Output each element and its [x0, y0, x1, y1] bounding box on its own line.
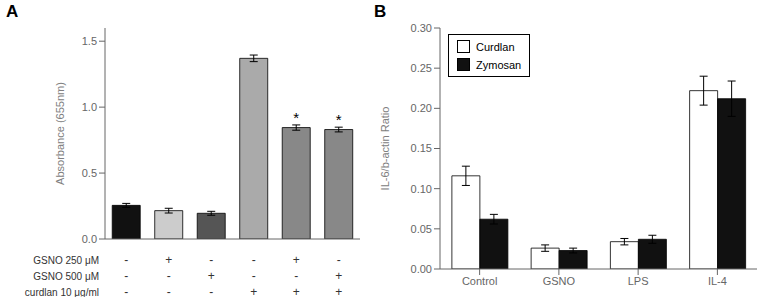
svg-text:+: + — [250, 285, 257, 297]
svg-text:GSNO 500 μM: GSNO 500 μM — [33, 271, 99, 282]
svg-text:+: + — [293, 253, 300, 267]
svg-text:0.15: 0.15 — [411, 142, 432, 154]
svg-text:+: + — [335, 269, 342, 283]
svg-text:+: + — [293, 285, 300, 297]
html-text:B: B — [374, 2, 387, 21]
svg-text:+: + — [165, 253, 172, 267]
svg-text:0.05: 0.05 — [411, 223, 432, 235]
svg-text:-: - — [167, 269, 171, 283]
svg-text:1.5: 1.5 — [82, 35, 97, 47]
html-text:Zymosan: Zymosan — [476, 58, 522, 71]
svg-text:0.5: 0.5 — [82, 167, 97, 179]
svg-text:0.00: 0.00 — [411, 263, 432, 275]
svg-text:-: - — [124, 269, 128, 283]
svg-text:-: - — [294, 269, 298, 283]
svg-text:LPS: LPS — [628, 275, 649, 287]
svg-text:GSNO: GSNO — [543, 275, 576, 287]
svg-text:0.10: 0.10 — [411, 183, 432, 195]
svg-text:IL-4: IL-4 — [708, 275, 727, 287]
svg-text:Absorbance (655nm): Absorbance (655nm) — [54, 82, 66, 185]
svg-text:curdlan 10 μg/ml: curdlan 10 μg/ml — [25, 287, 99, 297]
svg-text:0.20: 0.20 — [411, 102, 432, 114]
svg-text:0.0: 0.0 — [82, 233, 97, 245]
svg-text:-: - — [337, 253, 341, 267]
svg-text:-: - — [252, 269, 256, 283]
svg-text:0.25: 0.25 — [411, 62, 432, 74]
svg-text:-: - — [209, 285, 213, 297]
html-text:Curdlan: Curdlan — [476, 40, 515, 53]
svg-text:-: - — [252, 253, 256, 267]
svg-text:IL-6/b-actin Ratio: IL-6/b-actin Ratio — [379, 107, 391, 191]
svg-text:-: - — [167, 285, 171, 297]
svg-text:+: + — [335, 285, 342, 297]
svg-text:+: + — [208, 269, 215, 283]
svg-text:GSNO 250 μM: GSNO 250 μM — [33, 255, 99, 266]
svg-text:0.30: 0.30 — [411, 22, 432, 34]
svg-text:-: - — [209, 253, 213, 267]
svg-text:-: - — [124, 285, 128, 297]
svg-text:*: * — [336, 111, 342, 128]
svg-text:*: * — [293, 109, 299, 126]
html-text:A: A — [6, 2, 19, 21]
svg-text:Control: Control — [462, 275, 497, 287]
svg-text:-: - — [124, 253, 128, 267]
svg-text:1.0: 1.0 — [82, 101, 97, 113]
